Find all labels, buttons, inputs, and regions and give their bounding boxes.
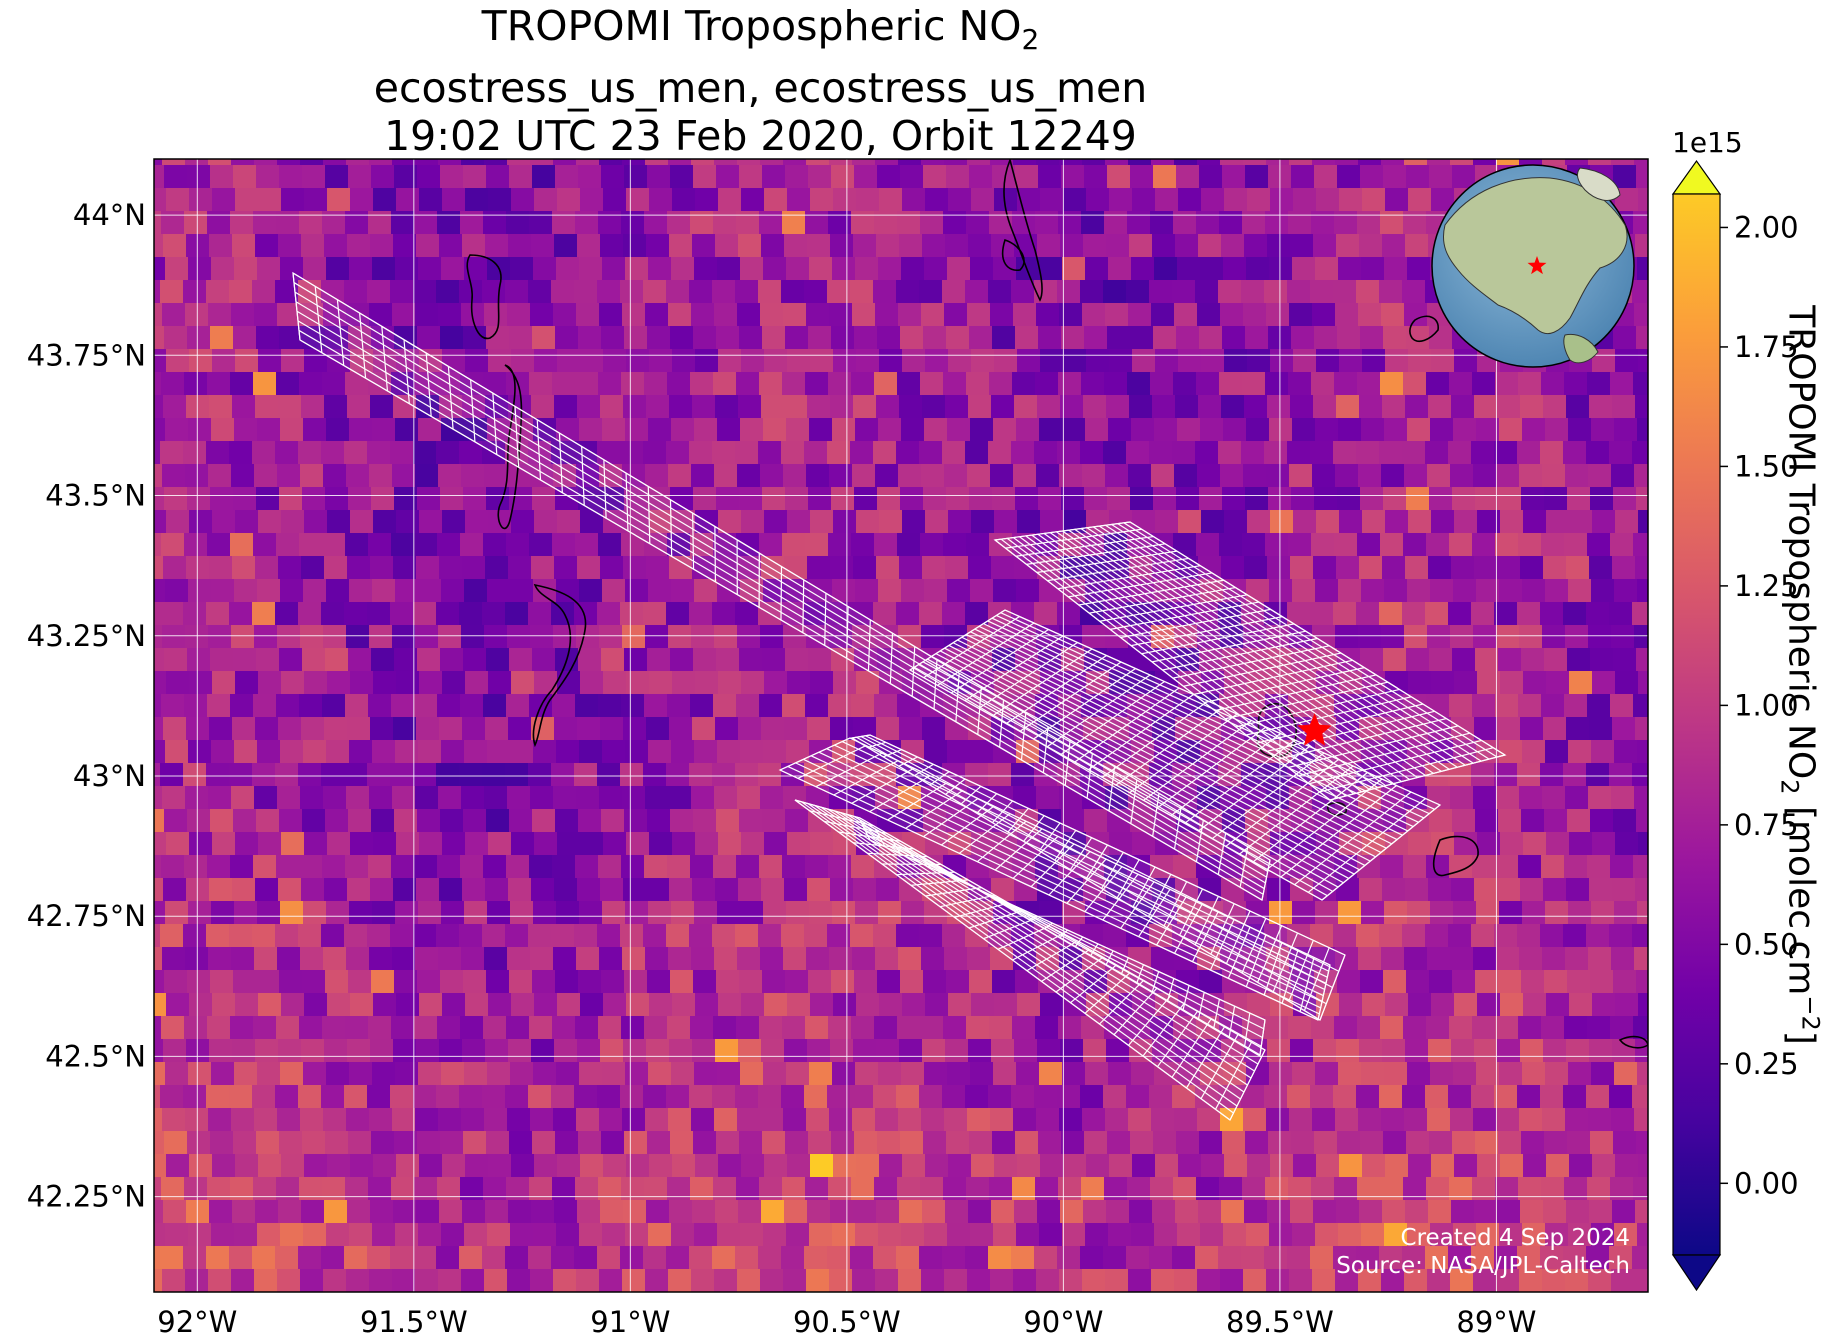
title-main-text: TROPOMI Tropospheric NO xyxy=(481,2,1022,50)
greenland-landmass xyxy=(1577,167,1621,201)
ecostress-swath-outlines xyxy=(292,271,1507,1121)
x-tick-label: 92°W xyxy=(157,1305,237,1338)
globe-icon xyxy=(1431,164,1635,368)
colorbar-label-main: TROPOMI Tropospheric NO xyxy=(1780,305,1822,780)
swath-grid xyxy=(858,818,1266,1056)
x-tick-label: 89°W xyxy=(1456,1305,1536,1338)
lake-outline-7 xyxy=(1409,315,1439,342)
lake-outline-5 xyxy=(1432,835,1479,877)
y-tick-label: 43°N xyxy=(73,759,146,793)
colorbar-label-exponent: −2 xyxy=(1796,995,1825,1031)
colorbar-label-subscript: 2 xyxy=(1775,779,1804,795)
x-tick-label: 91.5°W xyxy=(360,1305,468,1338)
lake-outline-2 xyxy=(532,583,587,748)
swath-grid xyxy=(993,521,1507,801)
swath-grid xyxy=(794,799,1266,1121)
lake-outline-1 xyxy=(466,254,502,340)
y-tick-label: 44°N xyxy=(73,198,146,232)
river-outline-2 xyxy=(1003,159,1043,302)
x-tick-label: 91°W xyxy=(590,1305,670,1338)
title-line-2: ecostress_us_men, ecostress_us_men xyxy=(373,64,1148,113)
south-america-landmass xyxy=(1563,333,1599,364)
x-tick-label: 90.5°W xyxy=(793,1305,901,1338)
colorbar-label-close: ] xyxy=(1780,1030,1822,1045)
colorbar-label-units: [molec cm xyxy=(1780,794,1822,996)
y-tick-label: 43.75°N xyxy=(27,338,146,372)
credits: Created 4 Sep 2024 Source: NASA/JPL-Calt… xyxy=(1200,1224,1630,1280)
swath-grid xyxy=(292,271,1271,901)
title-line-1: TROPOMI Tropospheric NO2 xyxy=(0,2,1521,64)
map-frame xyxy=(153,158,1649,1293)
inset-site-star xyxy=(1527,256,1547,275)
swath-grid xyxy=(908,609,1442,901)
colorbar-label: TROPOMI Tropospheric NO2 [molec cm−2] xyxy=(1775,305,1824,1045)
swath-grid xyxy=(850,734,1346,1021)
y-tick-label: 43.25°N xyxy=(27,619,146,653)
x-axis-ticks: 92°W 91.5°W 91°W 90.5°W 90°W 89.5°W 89°W xyxy=(157,1305,1536,1338)
y-tick-label: 43.5°N xyxy=(45,479,146,513)
created-date-text: Created 4 Sep 2024 xyxy=(1400,1225,1630,1251)
map-area[interactable] xyxy=(114,119,1708,1338)
swath-grid xyxy=(778,737,1331,1021)
x-tick-label: 90°W xyxy=(1023,1305,1103,1338)
y-tick-label: 42.5°N xyxy=(45,1039,146,1073)
y-tick-label: 42.25°N xyxy=(27,1180,146,1214)
x-tick-label: 89.5°W xyxy=(1226,1305,1334,1338)
lake-outline-3 xyxy=(1001,238,1025,271)
chart-title: TROPOMI Tropospheric NO2 ecostress_us_me… xyxy=(0,2,1521,160)
source-text: Source: NASA/JPL-Caltech xyxy=(1336,1253,1630,1279)
north-america-landmass xyxy=(1443,177,1628,334)
y-tick-label: 42.75°N xyxy=(27,899,146,933)
site-star-marker[interactable] xyxy=(1297,713,1332,746)
title-subscript: 2 xyxy=(1021,23,1040,57)
y-axis-ticks: 44°N 43.75°N 43.5°N 43.25°N 43°N 42.75°N 42.5°… xyxy=(27,198,146,1214)
star-icon xyxy=(1297,713,1332,746)
no2-pixel-field xyxy=(154,159,1648,1292)
title-line-3: 19:02 UTC 23 Feb 2020, Orbit 12249 xyxy=(384,112,1137,161)
colorbar-exponent: 1e15 xyxy=(1672,126,1743,159)
lake-outline-6 xyxy=(1618,1035,1648,1049)
